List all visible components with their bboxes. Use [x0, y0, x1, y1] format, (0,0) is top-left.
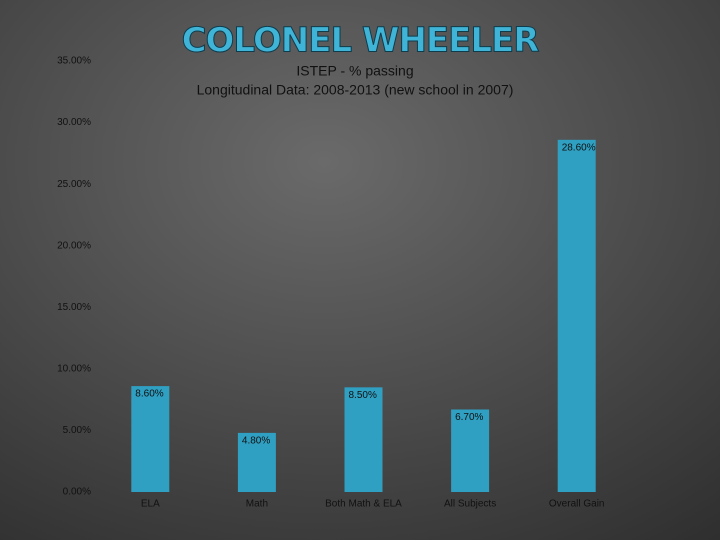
bar: [557, 139, 596, 492]
bar: [131, 386, 170, 492]
value-label: 28.60%: [562, 142, 596, 153]
y-tick-label: 20.00%: [57, 240, 91, 251]
bar: [344, 387, 383, 492]
x-tick-label: Overall Gain: [549, 499, 605, 510]
y-tick-label: 30.00%: [57, 117, 91, 128]
bar: [451, 409, 490, 492]
y-tick-label: 35.00%: [57, 56, 91, 67]
x-tick-label: All Subjects: [444, 499, 496, 510]
value-label: 8.60%: [135, 389, 163, 400]
chart-subtitle: Longitudinal Data: 2008-2013 (new school…: [197, 82, 514, 98]
chart-title: COLONEL WHEELER: [182, 21, 540, 61]
x-tick-label: Both Math & ELA: [325, 499, 402, 510]
x-tick-label: ELA: [141, 499, 160, 510]
y-tick-label: 0.00%: [63, 487, 91, 498]
x-tick-label: Math: [246, 499, 268, 510]
value-label: 4.80%: [242, 436, 270, 447]
value-label: 6.70%: [455, 412, 483, 423]
y-tick-label: 25.00%: [57, 179, 91, 190]
chart-subtitle: ISTEP - % passing: [296, 63, 413, 79]
y-tick-label: 10.00%: [57, 363, 91, 374]
y-tick-label: 15.00%: [57, 302, 91, 313]
bar: [237, 432, 276, 492]
value-label: 8.50%: [349, 390, 377, 401]
y-tick-label: 5.00%: [63, 425, 91, 436]
